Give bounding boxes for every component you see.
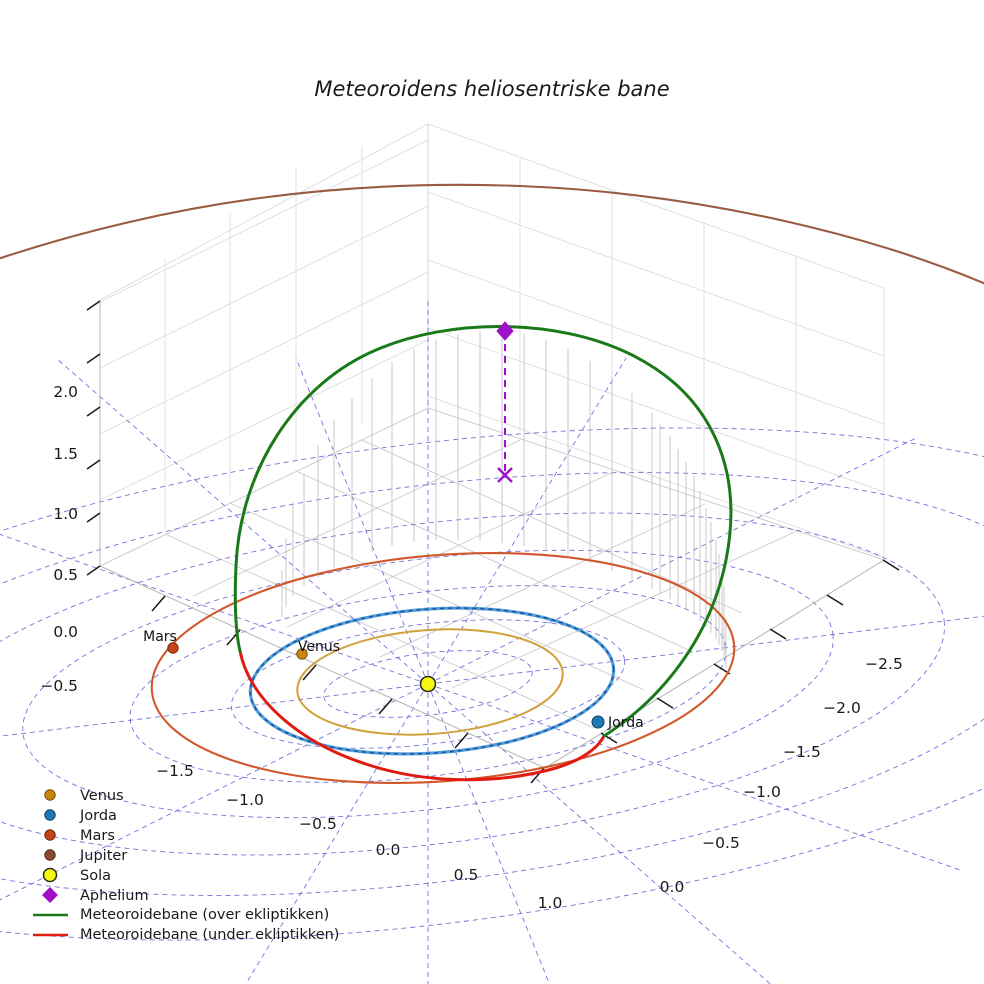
legend-label-aphelium: Aphelium xyxy=(80,888,149,904)
z-tick-label: 0.5 xyxy=(53,566,78,584)
axis-spines xyxy=(99,300,885,769)
legend-label-sola: Sola xyxy=(80,868,111,884)
aphelion-drop-line xyxy=(497,332,513,483)
marker-mars[interactable] xyxy=(167,642,179,654)
legend-marker-aphelium xyxy=(42,887,58,903)
y-tick-label: −2.0 xyxy=(823,699,861,717)
legend-label-mars: Mars xyxy=(80,828,115,844)
legend-marker-sola xyxy=(42,867,58,883)
legend-marker-venus xyxy=(44,789,56,801)
legend-marker-jorda xyxy=(44,809,56,821)
y-tick-label: −1.0 xyxy=(743,783,781,801)
planet-markers: Mars Venus Jorda xyxy=(143,629,644,731)
legend-label-jupiter: Jupiter xyxy=(79,848,127,864)
page-title: Meteoroidens heliosentriske bane xyxy=(314,77,669,101)
x-tick-label: −1.0 xyxy=(226,791,264,809)
marker-sola[interactable] xyxy=(419,675,437,693)
x-tick-label: 1.0 xyxy=(538,894,563,912)
x-tick-label: −1.5 xyxy=(156,762,194,780)
meteoroid-droplines xyxy=(281,331,727,668)
z-axis-ticks: −0.5 0.0 0.5 1.0 1.5 2.0 xyxy=(40,300,101,695)
z-tick-label: 2.0 xyxy=(53,383,78,401)
y-axis-ticks: 0.0 −0.5 −1.0 −1.5 −2.0 −2.5 xyxy=(600,559,903,896)
aphelion-marker[interactable] xyxy=(496,321,514,341)
legend-label-orbit-below: Meteoroidebane (under ekliptikken) xyxy=(80,927,339,943)
axes-panes xyxy=(98,123,885,769)
marker-venus[interactable] xyxy=(296,648,308,660)
x-tick-label: 0.5 xyxy=(454,866,479,884)
y-tick-label: 0.0 xyxy=(660,878,685,896)
meteoroid-orbit-below-ecliptic xyxy=(238,649,606,782)
z-tick-label: −0.5 xyxy=(40,677,78,695)
legend-marker-mars xyxy=(44,829,56,841)
z-tick-label: 1.0 xyxy=(53,505,78,523)
earth-orbit-path xyxy=(248,606,616,756)
x-tick-label: 0.0 xyxy=(376,841,401,859)
x-tick-label: −0.5 xyxy=(299,815,337,833)
marker-label-venus: Venus xyxy=(298,639,340,655)
legend-label-jorda: Jorda xyxy=(79,808,117,824)
y-tick-label: −2.5 xyxy=(865,655,903,673)
jupiter-orbit-path xyxy=(0,183,984,285)
marker-jorda[interactable] xyxy=(591,715,605,729)
venus-orbit-path xyxy=(296,628,564,736)
meteoroid-orbit-above-ecliptic xyxy=(233,324,733,738)
z-tick-label: 1.5 xyxy=(53,445,78,463)
legend-marker-jupiter xyxy=(44,849,56,861)
marker-label-jorda: Jorda xyxy=(607,715,644,731)
legend-label-venus: Venus xyxy=(80,788,124,804)
z-tick-label: 0.0 xyxy=(53,623,78,641)
x-axis-ticks: −1.5 −1.0 −0.5 0.0 0.5 1.0 xyxy=(151,595,563,912)
legend-label-orbit-above: Meteoroidebane (over ekliptikken) xyxy=(80,907,329,923)
marker-label-mars: Mars xyxy=(143,629,177,645)
legend: Venus Jorda Mars Jupiter Sola Aphelium M… xyxy=(33,788,339,943)
y-tick-label: −1.5 xyxy=(783,743,821,761)
y-tick-label: −0.5 xyxy=(702,834,740,852)
